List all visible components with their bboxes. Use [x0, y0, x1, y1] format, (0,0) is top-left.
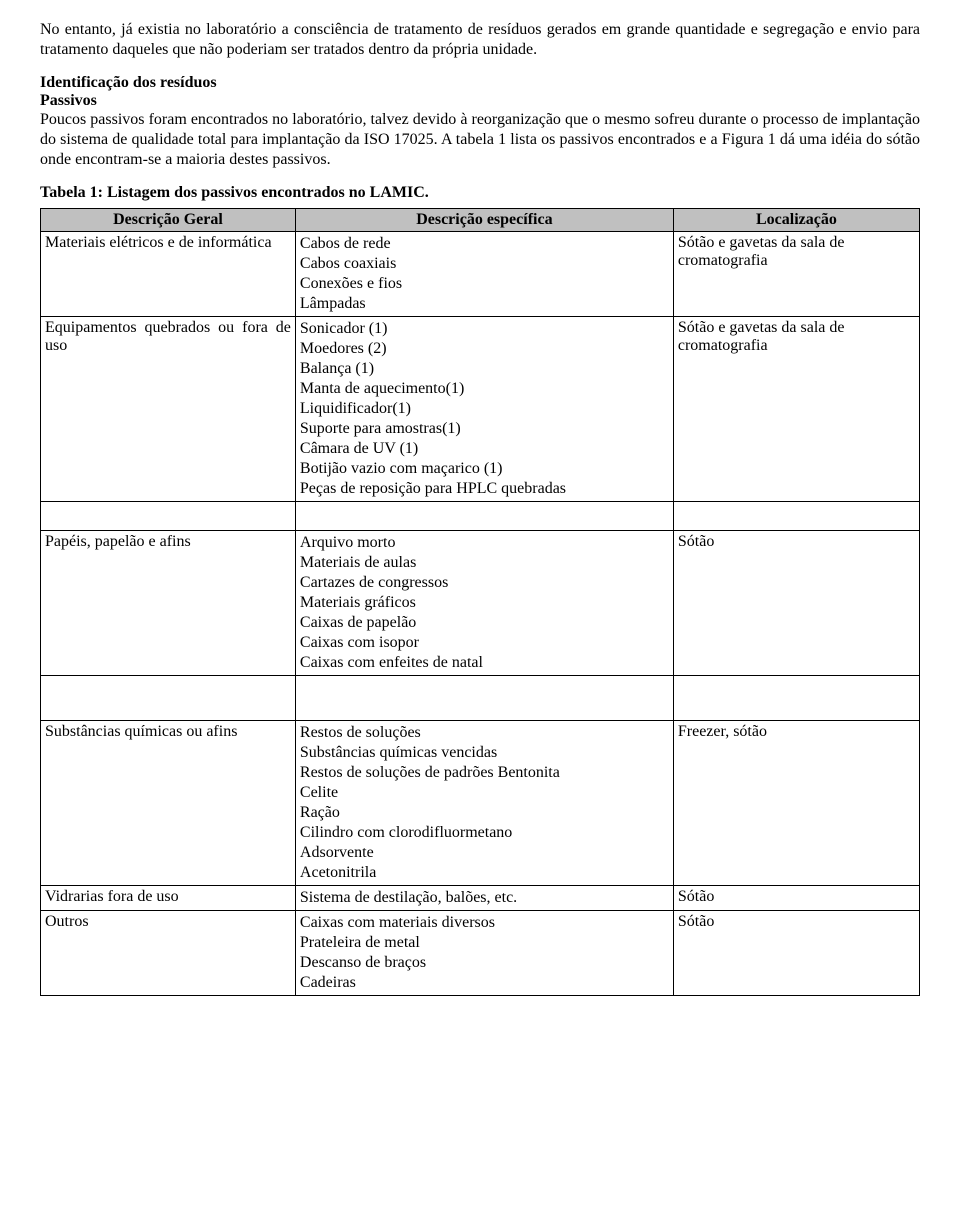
spec-line: Câmara de UV (1) — [300, 439, 669, 459]
th-descricao-geral: Descrição Geral — [41, 209, 296, 232]
spec-line: Caixas com isopor — [300, 633, 669, 653]
table-body: Materiais elétricos e de informáticaCabo… — [41, 232, 920, 996]
spec-line: Celite — [300, 783, 669, 803]
table-header-row: Descrição Geral Descrição específica Loc… — [41, 209, 920, 232]
cell-descricao-geral: Materiais elétricos e de informática — [41, 232, 296, 317]
spec-line: Cabos coaxiais — [300, 254, 669, 274]
spec-line: Cilindro com clorodifluormetano — [300, 823, 669, 843]
spec-line: Liquidificador(1) — [300, 399, 669, 419]
spec-line: Moedores (2) — [300, 339, 669, 359]
spacer-cell — [41, 502, 296, 531]
cell-descricao-geral: Equipamentos quebrados ou fora de uso — [41, 317, 296, 502]
table-spacer-row — [41, 502, 920, 531]
spec-line: Substâncias químicas vencidas — [300, 743, 669, 763]
spacer-cell — [673, 676, 919, 721]
section-heading: Identificação dos resíduos — [40, 74, 920, 92]
spec-line: Caixas com materiais diversos — [300, 913, 669, 933]
table-row: Vidrarias fora de usoSistema de destilaç… — [41, 886, 920, 911]
intro-paragraph: No entanto, já existia no laboratório a … — [40, 20, 920, 60]
cell-descricao-especifica: Restos de soluçõesSubstâncias químicas v… — [295, 721, 673, 886]
cell-descricao-geral: Outros — [41, 911, 296, 996]
table-caption: Tabela 1: Listagem dos passivos encontra… — [40, 184, 920, 202]
spacer-cell — [41, 676, 296, 721]
spacer-cell — [295, 502, 673, 531]
cell-localizacao: Sótão — [673, 531, 919, 676]
spec-line: Cartazes de congressos — [300, 573, 669, 593]
table-row: Equipamentos quebrados ou fora de usoSon… — [41, 317, 920, 502]
th-descricao-especifica: Descrição específica — [295, 209, 673, 232]
cell-descricao-especifica: Arquivo mortoMateriais de aulasCartazes … — [295, 531, 673, 676]
spacer-cell — [673, 502, 919, 531]
cell-localizacao: Sótão e gavetas da sala de cromatografia — [673, 317, 919, 502]
spec-line: Sistema de destilação, balões, etc. — [300, 888, 669, 908]
spec-line: Ração — [300, 803, 669, 823]
spec-line: Materiais de aulas — [300, 553, 669, 573]
table-spacer-row — [41, 676, 920, 721]
spec-line: Caixas com enfeites de natal — [300, 653, 669, 673]
sub-heading: Passivos — [40, 92, 920, 110]
cell-descricao-especifica: Cabos de redeCabos coaxiaisConexões e fi… — [295, 232, 673, 317]
spec-line: Restos de soluções — [300, 723, 669, 743]
cell-descricao-especifica: Sistema de destilação, balões, etc. — [295, 886, 673, 911]
spec-line: Lâmpadas — [300, 294, 669, 314]
spec-line: Caixas de papelão — [300, 613, 669, 633]
spacer-cell — [295, 676, 673, 721]
spec-line: Descanso de braços — [300, 953, 669, 973]
table-row: OutrosCaixas com materiais diversosPrate… — [41, 911, 920, 996]
spec-line: Adsorvente — [300, 843, 669, 863]
table-row: Substâncias químicas ou afinsRestos de s… — [41, 721, 920, 886]
spec-line: Acetonitrila — [300, 863, 669, 883]
spec-line: Cadeiras — [300, 973, 669, 993]
spec-line: Balança (1) — [300, 359, 669, 379]
spec-line: Cabos de rede — [300, 234, 669, 254]
cell-localizacao: Sótão — [673, 886, 919, 911]
document-page: No entanto, já existia no laboratório a … — [0, 0, 960, 1016]
cell-descricao-geral: Substâncias químicas ou afins — [41, 721, 296, 886]
spec-line: Botijão vazio com maçarico (1) — [300, 459, 669, 479]
cell-localizacao: Sótão e gavetas da sala de cromatografia — [673, 232, 919, 317]
body-paragraph: Poucos passivos foram encontrados no lab… — [40, 110, 920, 170]
passives-table: Descrição Geral Descrição específica Loc… — [40, 208, 920, 996]
spec-line: Manta de aquecimento(1) — [300, 379, 669, 399]
spec-line: Sonicador (1) — [300, 319, 669, 339]
spec-line: Prateleira de metal — [300, 933, 669, 953]
cell-descricao-especifica: Caixas com materiais diversosPrateleira … — [295, 911, 673, 996]
table-row: Materiais elétricos e de informáticaCabo… — [41, 232, 920, 317]
spec-line: Conexões e fios — [300, 274, 669, 294]
cell-descricao-geral: Vidrarias fora de uso — [41, 886, 296, 911]
spec-line: Suporte para amostras(1) — [300, 419, 669, 439]
th-localizacao: Localização — [673, 209, 919, 232]
spec-line: Arquivo morto — [300, 533, 669, 553]
cell-descricao-especifica: Sonicador (1)Moedores (2)Balança (1)Mant… — [295, 317, 673, 502]
spec-line: Peças de reposição para HPLC quebradas — [300, 479, 669, 499]
cell-descricao-geral: Papéis, papelão e afins — [41, 531, 296, 676]
spec-line: Restos de soluções de padrões Bentonita — [300, 763, 669, 783]
cell-localizacao: Sótão — [673, 911, 919, 996]
cell-localizacao: Freezer, sótão — [673, 721, 919, 886]
spec-line: Materiais gráficos — [300, 593, 669, 613]
table-row: Papéis, papelão e afinsArquivo mortoMate… — [41, 531, 920, 676]
